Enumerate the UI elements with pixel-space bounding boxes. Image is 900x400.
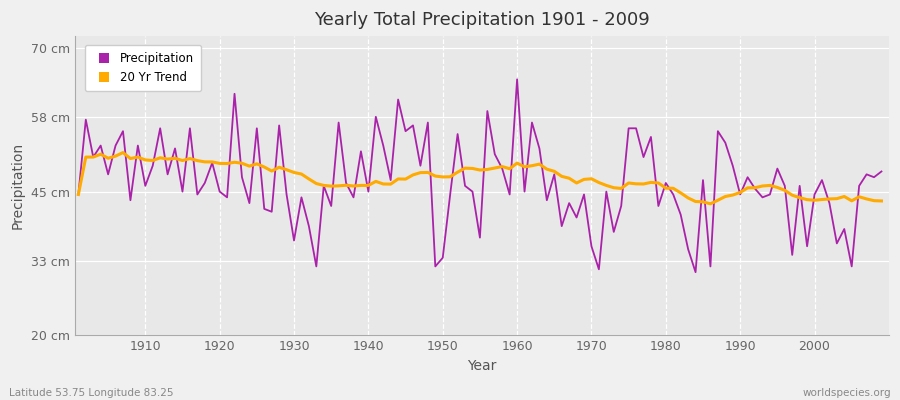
Legend: Precipitation, 20 Yr Trend: Precipitation, 20 Yr Trend — [85, 45, 202, 91]
Y-axis label: Precipitation: Precipitation — [11, 142, 25, 230]
Title: Yearly Total Precipitation 1901 - 2009: Yearly Total Precipitation 1901 - 2009 — [314, 11, 650, 29]
Text: worldspecies.org: worldspecies.org — [803, 388, 891, 398]
X-axis label: Year: Year — [467, 359, 497, 373]
Text: Latitude 53.75 Longitude 83.25: Latitude 53.75 Longitude 83.25 — [9, 388, 174, 398]
